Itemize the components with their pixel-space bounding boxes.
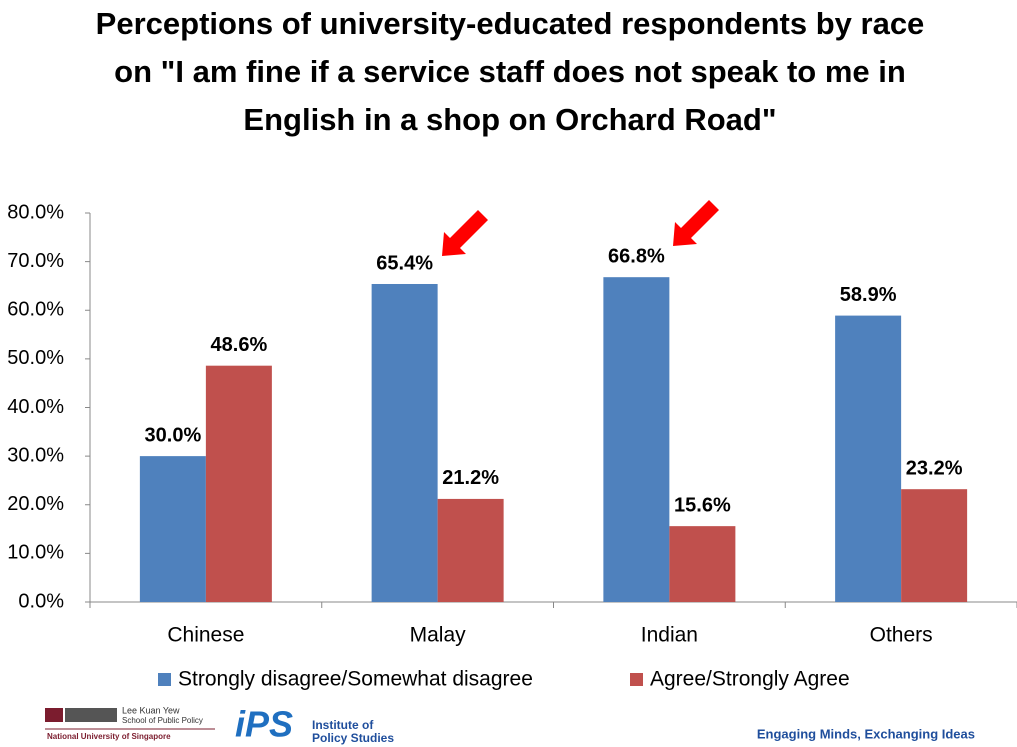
logo-text: iPS [235,704,293,745]
logo-text: Policy Studies [312,731,394,745]
data-label: 23.2% [906,457,963,479]
bar [835,315,902,602]
data-label: 58.9% [840,284,897,306]
bar [669,526,736,602]
chart-title: Perceptions of university-educated respo… [95,6,925,137]
logo-block [65,708,117,722]
x-tick-label: Indian [641,624,698,647]
arrow [442,210,488,256]
bar [205,365,272,602]
legend-label: Agree/Strongly Agree [650,668,850,691]
data-label: 15.6% [674,494,731,516]
x-tick-label: Chinese [167,624,244,647]
legend-swatch [158,673,171,686]
x-tick-label: Malay [410,624,467,647]
y-tick-label: 40.0% [7,396,64,418]
data-label: 65.4% [376,252,433,274]
data-label: 30.0% [145,424,202,446]
logo-text: National University of Singapore [47,732,171,741]
logo-text: School of Public Policy [122,716,203,725]
data-label: 21.2% [442,467,499,489]
data-label: 48.6% [211,334,268,356]
logo-text: Lee Kuan Yew [122,705,180,715]
bar [603,277,670,602]
y-tick-label: 10.0% [7,542,64,564]
data-label: 66.8% [608,245,665,267]
arrow [673,200,719,246]
y-tick-label: 80.0% [7,201,64,223]
y-tick-label: 50.0% [7,347,64,369]
y-tick-label: 30.0% [7,444,64,466]
y-tick-label: 0.0% [18,590,64,612]
x-tick-label: Others [870,624,933,647]
y-tick-label: 20.0% [7,493,64,515]
y-tick-label: 70.0% [7,250,64,272]
logo-block [45,708,63,722]
bar [139,456,206,602]
tagline: Engaging Minds, Exchanging Ideas [757,726,975,741]
bar [371,283,438,602]
logo-text: Institute of [312,718,374,732]
bar [437,498,504,602]
legend-swatch [630,673,643,686]
legend-label: Strongly disagree/Somewhat disagree [178,668,533,691]
y-tick-label: 60.0% [7,299,64,321]
bar [901,489,968,602]
